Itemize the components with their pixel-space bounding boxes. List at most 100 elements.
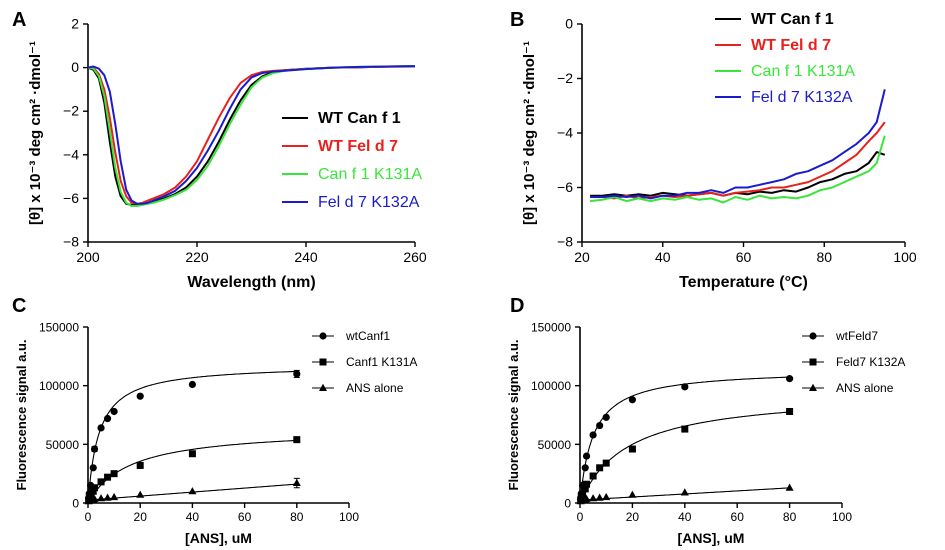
data-point bbox=[596, 464, 604, 472]
data-point bbox=[602, 459, 610, 467]
data-point bbox=[292, 478, 301, 487]
x-tick-label: 80 bbox=[290, 510, 304, 524]
y-tick-label: −6 bbox=[63, 190, 79, 206]
data-point bbox=[90, 494, 99, 502]
data-point bbox=[136, 490, 145, 498]
x-tick-label: 80 bbox=[816, 249, 832, 265]
legend-label: WT Fel d 7 bbox=[751, 37, 831, 54]
data-point bbox=[293, 370, 301, 378]
x-tick-label: 40 bbox=[678, 510, 692, 524]
fit-curve bbox=[87, 439, 297, 504]
x-tick-label: 80 bbox=[783, 510, 797, 524]
data-point bbox=[188, 450, 196, 458]
y-tick-label: −4 bbox=[63, 146, 79, 162]
data-point bbox=[97, 424, 105, 432]
data-point bbox=[681, 425, 689, 433]
data-point bbox=[579, 491, 587, 499]
y-tick-label: 0 bbox=[71, 59, 79, 75]
data-point bbox=[595, 493, 604, 501]
fit-curve bbox=[579, 376, 790, 504]
legend-label: ANS alone bbox=[346, 381, 404, 395]
y-tick-label: −2 bbox=[557, 70, 573, 86]
x-axis-title: [ANS], uM bbox=[678, 530, 745, 546]
legend-marker bbox=[319, 358, 327, 366]
y-tick-label: −4 bbox=[557, 125, 573, 141]
x-tick-label: 60 bbox=[731, 510, 745, 524]
x-tick-label: 20 bbox=[626, 510, 640, 524]
data-point bbox=[583, 480, 591, 488]
legend-label: Can f 1 K131A bbox=[318, 166, 422, 183]
legend-label: WT Fel d 7 bbox=[318, 138, 398, 155]
legend-label: Canf1 K131A bbox=[346, 355, 417, 369]
data-point bbox=[602, 492, 611, 501]
data-point bbox=[628, 490, 637, 498]
x-tick-label: 20 bbox=[574, 249, 590, 265]
legend: wtFeld7 Feld7 K132A ANS alone bbox=[802, 329, 905, 395]
legend-label: wtCanf1 bbox=[345, 329, 390, 343]
legend-label: Can f 1 K131A bbox=[751, 63, 855, 80]
y-tick-label: 50000 bbox=[538, 438, 572, 452]
y-axis-title: [θ] x 10⁻³ deg cm² ·dmol⁻¹ bbox=[521, 41, 538, 225]
series-line-4 bbox=[590, 89, 886, 200]
data-point bbox=[602, 413, 610, 421]
y-tick-label: −6 bbox=[557, 179, 573, 195]
x-tick-label: 60 bbox=[238, 510, 252, 524]
data-point bbox=[628, 445, 636, 453]
legend-label: Fel d 7 K132A bbox=[318, 194, 420, 211]
data-point bbox=[786, 407, 794, 415]
fit-curve bbox=[87, 370, 297, 504]
data-point bbox=[582, 494, 591, 502]
y-tick-label: 100000 bbox=[39, 379, 79, 393]
series-2 bbox=[85, 436, 301, 504]
data-point bbox=[293, 436, 301, 444]
data-point bbox=[582, 452, 591, 460]
legend-marker bbox=[809, 332, 817, 340]
data-point bbox=[188, 487, 197, 495]
series-line-1 bbox=[590, 151, 886, 197]
x-tick-label: 0 bbox=[85, 510, 92, 524]
y-tick-label: 50000 bbox=[46, 438, 80, 452]
panel-label-a: A bbox=[12, 9, 26, 31]
series-line-4 bbox=[87, 65, 416, 205]
series-3 bbox=[576, 483, 794, 505]
y-tick-label: 150000 bbox=[39, 321, 79, 335]
x-tick-label: 100 bbox=[893, 249, 917, 265]
x-tick-label: 260 bbox=[403, 249, 427, 265]
panel-a: A −8 −6 −4 −2 0 2 200 220 240 260 Wavelength (nm) [θ… bbox=[12, 9, 427, 291]
panel-c: C 0 50000 100000 150000 0 20 40 60 80 100 [ANS], uM… bbox=[12, 295, 417, 546]
data-point bbox=[786, 375, 794, 383]
data-point bbox=[110, 492, 119, 501]
data-point bbox=[628, 396, 637, 404]
series-line-3 bbox=[87, 65, 416, 207]
series-3 bbox=[84, 477, 301, 505]
legend-label: Feld7 K132A bbox=[836, 355, 905, 369]
data-point bbox=[110, 470, 118, 478]
y-tick-label: 2 bbox=[71, 16, 79, 32]
legend-label: wtFeld7 bbox=[835, 329, 878, 343]
legend-label: Fel d 7 K132A bbox=[751, 89, 853, 106]
data-point bbox=[589, 472, 597, 480]
y-tick-label: −2 bbox=[63, 103, 79, 119]
y-tick-label: 100000 bbox=[531, 379, 571, 393]
x-axis-title: Temperature (°C) bbox=[679, 274, 808, 291]
data-point bbox=[103, 414, 112, 423]
y-axis-title: Fluorescence signal a.u. bbox=[506, 340, 521, 491]
data-point bbox=[103, 493, 112, 501]
y-tick-label: 0 bbox=[565, 16, 573, 32]
data-point bbox=[89, 464, 97, 472]
data-point bbox=[90, 445, 99, 453]
data-point bbox=[596, 421, 604, 430]
data-point bbox=[97, 494, 106, 502]
x-tick-label: 60 bbox=[736, 249, 752, 265]
series-1 bbox=[85, 369, 301, 504]
data-point bbox=[136, 461, 144, 469]
y-tick-label: 0 bbox=[564, 497, 571, 511]
data-point bbox=[681, 383, 689, 391]
legend: WT Can f 1 WT Fel d 7 Can f 1 K131A Fel d 7… bbox=[715, 11, 855, 106]
x-tick-label: 40 bbox=[186, 510, 200, 524]
y-tick-label: −8 bbox=[557, 234, 573, 250]
panel-d: D 0 50000 100000 150000 0 20 40 60 80 100 [ANS], uM… bbox=[506, 295, 905, 546]
data-point bbox=[110, 407, 118, 416]
series-1 bbox=[577, 375, 794, 504]
